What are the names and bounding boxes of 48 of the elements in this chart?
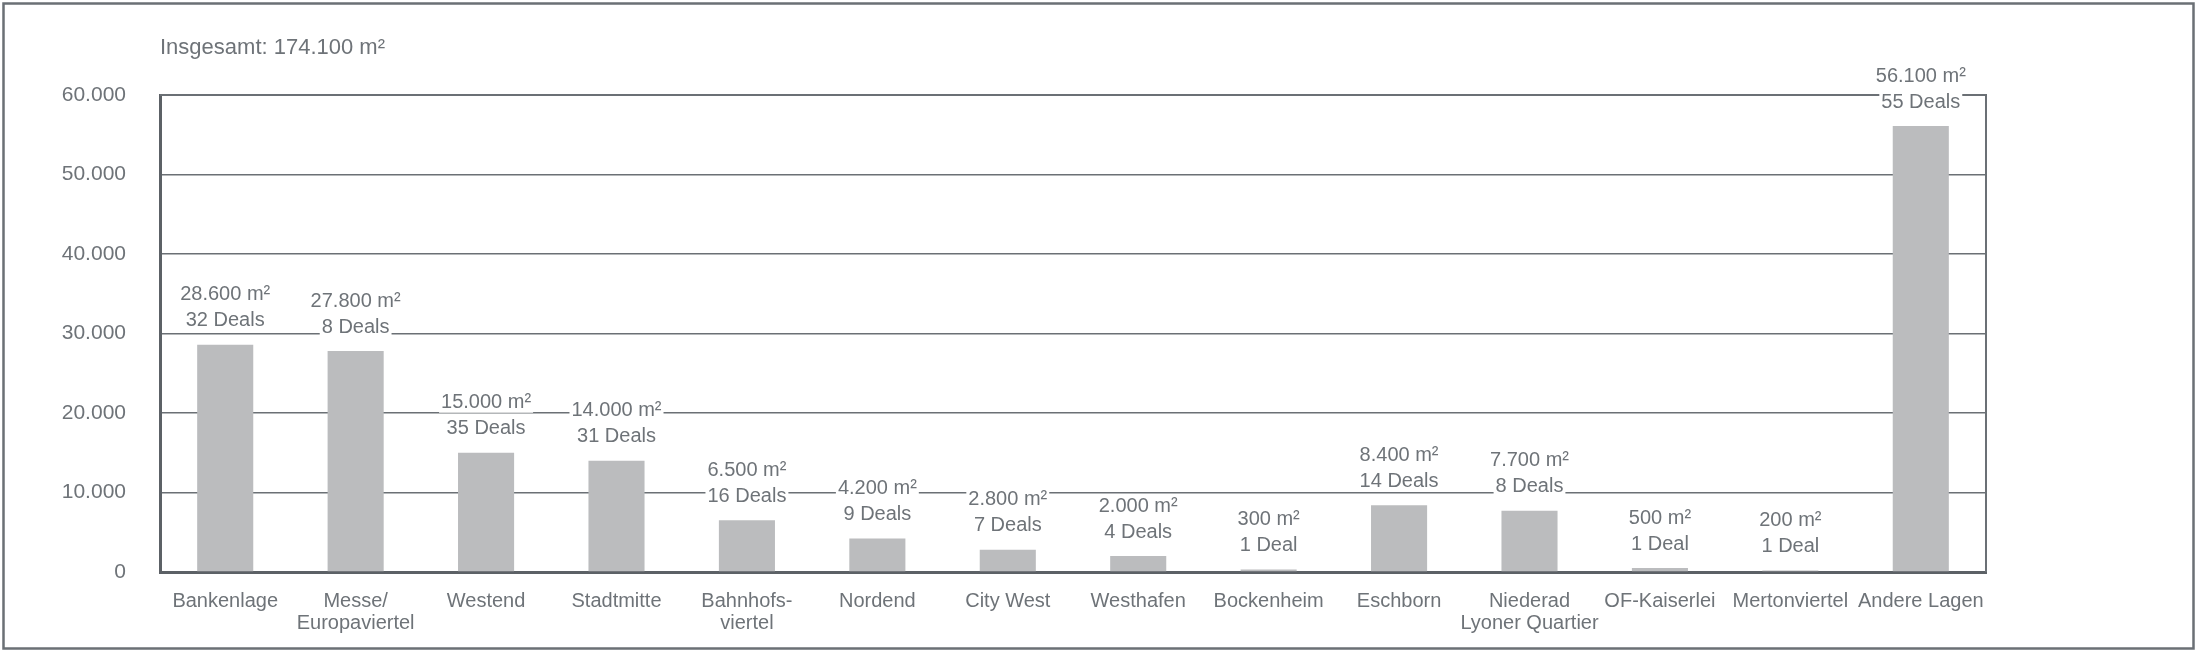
bar (327, 350, 384, 572)
x-tick-label: Bankenlage (172, 588, 279, 611)
bar (1892, 126, 1949, 572)
data-label: 27.800 m² 8 Deals (310, 288, 401, 337)
data-label: 4.200 m² 9 Deals (837, 476, 918, 525)
bar (458, 452, 515, 572)
bar (718, 520, 775, 572)
data-label: 15.000 m² 35 Deals (441, 390, 532, 439)
data-label: 6.500 m² 16 Deals (707, 457, 787, 506)
x-tick-label: Andere Lagen (1857, 588, 1984, 611)
y-tick-label: 60.000 (61, 81, 126, 105)
x-tick-label: Nordend (839, 588, 916, 611)
x-tick-label: Bahnhofs- viertel (701, 588, 793, 633)
x-tick-label: Messe/ Europaviertel (296, 588, 415, 633)
y-tick-label: 10.000 (61, 479, 126, 503)
data-label: 7.700 m² 8 Deals (1490, 448, 1570, 497)
data-label: 14.000 m² 31 Deals (571, 398, 662, 447)
data-label: 200 m² 1 Deal (1759, 507, 1822, 556)
y-tick-label: 0 (114, 558, 126, 582)
bar (1501, 510, 1558, 572)
x-tick-label: Bockenheim (1213, 588, 1324, 611)
bar (588, 460, 645, 572)
x-tick-label: Westhafen (1090, 588, 1186, 611)
y-tick-label: 50.000 (61, 161, 126, 185)
x-tick-label: Niederad Lyoner Quartier (1460, 588, 1599, 633)
x-tick-label: OF-Kaiserlei (1604, 588, 1716, 611)
data-label: 300 m² 1 Deal (1237, 507, 1301, 556)
data-label: 8.400 m² 14 Deals (1359, 442, 1439, 491)
data-label: 56.100 m² 55 Deals (1875, 63, 1967, 112)
x-tick-label: City West (965, 588, 1051, 611)
bar (1631, 568, 1688, 572)
y-tick-label: 30.000 (61, 320, 126, 344)
y-tick-label: 20.000 (61, 399, 126, 423)
bar (979, 549, 1036, 572)
y-tick-label: 40.000 (61, 240, 126, 264)
bar (849, 538, 906, 572)
data-label: 2.800 m² 7 Deals (968, 487, 1048, 536)
bar (197, 344, 254, 572)
data-label: 28.600 m² 32 Deals (180, 282, 271, 331)
x-tick-label: Mertonviertel (1732, 588, 1849, 611)
bar (1371, 505, 1428, 572)
data-label: 2.000 m² 4 Deals (1098, 493, 1179, 542)
x-tick-label: Eschborn (1356, 588, 1442, 611)
data-label: 500 m² 1 Deal (1628, 505, 1692, 554)
bar (1110, 556, 1167, 572)
chart-title: Insgesamt: 174.100 m² (160, 34, 386, 60)
x-tick-label: Stadtmitte (571, 588, 662, 611)
x-tick-label: Westend (446, 588, 526, 611)
